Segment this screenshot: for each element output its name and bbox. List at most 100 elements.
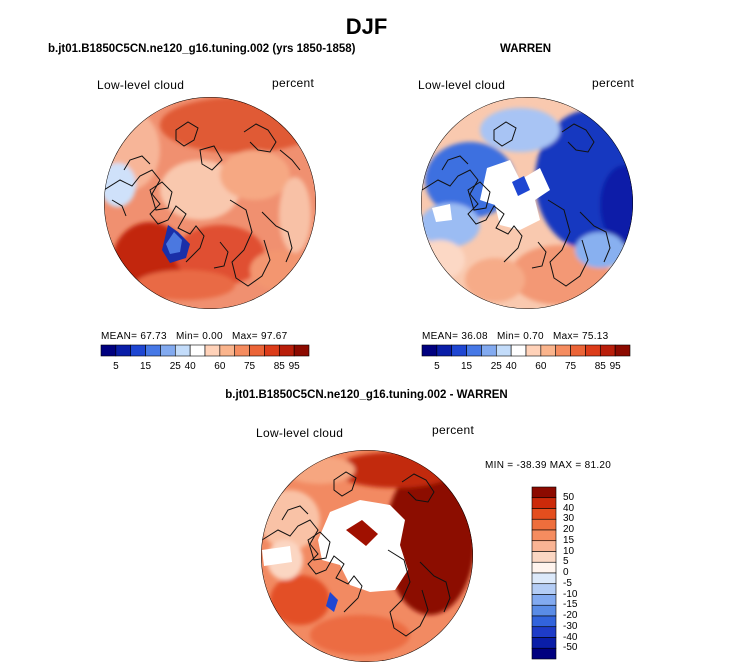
right-min-value: 0.70 — [523, 331, 544, 342]
right-stats: MEAN= 36.08 Min= 0.70 Max= 75.13 — [422, 331, 609, 342]
colorbar-swatch — [174, 344, 191, 357]
colorbar-swatch — [160, 344, 176, 357]
colorbar-tick-label: 25 — [169, 361, 181, 372]
colorbar-tick-label: 5 — [563, 556, 569, 568]
left-max-value: 97.67 — [261, 331, 288, 342]
colorbar-swatch — [614, 344, 631, 357]
right-map-missing-data — [480, 160, 550, 230]
colorbar-tick-label: 60 — [535, 361, 547, 372]
right-max-label: Max= — [552, 331, 579, 342]
colorbar-tick-label: -10 — [563, 588, 578, 600]
colorbar-tick-label: -30 — [563, 620, 578, 632]
colorbar-tick-label: 5 — [434, 361, 440, 372]
colorbar-swatch — [531, 647, 557, 660]
colorbar-swatch — [540, 344, 557, 357]
figure-title: DJF — [345, 14, 388, 39]
colorbar-tick-label: 40 — [184, 361, 196, 372]
colorbar-tick-label: 85 — [594, 361, 606, 372]
colorbar-tick-label: 20 — [563, 524, 575, 535]
colorbar-swatch — [531, 518, 557, 531]
right-min-label: Min= — [496, 331, 521, 342]
right-map-coastlines — [421, 121, 611, 287]
colorbar-swatch — [145, 344, 161, 357]
colorbar-swatch — [531, 626, 557, 638]
right-variable-label: Low-level cloud — [418, 78, 506, 92]
right-mean-value: 36.08 — [461, 331, 488, 342]
colorbar-swatch — [421, 344, 438, 357]
colorbar-tick-label: -50 — [563, 642, 578, 654]
left-mean-label: MEAN= — [101, 331, 138, 342]
colorbar-tick-label: 15 — [461, 361, 473, 372]
bottom-colorbar — [531, 486, 557, 660]
colorbar-swatch — [531, 497, 557, 509]
colorbar-swatch — [599, 344, 616, 357]
colorbar-swatch — [130, 344, 146, 357]
colorbar-swatch — [249, 344, 265, 357]
left-min-value: 0.00 — [202, 331, 223, 342]
colorbar-swatch — [264, 344, 280, 357]
colorbar-tick-label: 60 — [214, 361, 226, 372]
colorbar-swatch — [531, 561, 557, 574]
colorbar-swatch — [204, 344, 221, 357]
colorbar-swatch — [510, 344, 527, 357]
bottom-map-missing-data — [318, 500, 408, 592]
colorbar-tick-label: 25 — [490, 361, 502, 372]
colorbar-swatch — [531, 583, 557, 595]
left-mean-value: 67.73 — [140, 331, 167, 342]
colorbar-swatch — [531, 572, 557, 585]
left-min-label: Min= — [175, 331, 200, 342]
colorbar-swatch — [570, 344, 586, 357]
left-units-label: percent — [272, 76, 315, 90]
right-units-label: percent — [592, 76, 635, 90]
left-map — [104, 97, 316, 309]
colorbar-swatch — [293, 344, 310, 357]
left-map-coastlines — [104, 121, 301, 287]
colorbar-tick-label: 40 — [505, 361, 517, 372]
left-max-label: Max= — [231, 331, 258, 342]
bottom-map-coastlines — [261, 471, 451, 637]
colorbar-swatch — [531, 508, 557, 520]
colorbar-swatch — [585, 344, 601, 357]
colorbar-swatch — [451, 344, 467, 357]
colorbar-swatch — [466, 344, 482, 357]
colorbar-swatch — [234, 344, 250, 357]
bottom-variable-label: Low-level cloud — [256, 426, 344, 440]
bottom-units-label: percent — [432, 423, 475, 437]
bottom-stats: MIN = -38.39 MAX = 81.20 — [485, 460, 612, 471]
colorbar-swatch — [481, 344, 497, 357]
colorbar-swatch — [495, 344, 512, 357]
colorbar-swatch — [278, 344, 295, 357]
bottom-map — [261, 450, 473, 662]
colorbar-swatch — [531, 615, 557, 628]
colorbar-tick-label: -5 — [563, 577, 572, 589]
colorbar-swatch — [219, 344, 236, 357]
colorbar-tick-label: 0 — [563, 567, 569, 578]
left-stats: MEAN= 67.73 Min= 0.00 Max= 97.67 — [101, 331, 288, 342]
right-max-value: 75.13 — [582, 331, 609, 342]
colorbar-swatch — [436, 344, 453, 357]
colorbar-tick-label: 75 — [565, 361, 577, 372]
colorbar-tick-label: 95 — [288, 361, 300, 372]
colorbar-swatch — [531, 637, 557, 649]
colorbar-swatch — [531, 594, 557, 606]
colorbar-tick-label: 10 — [563, 545, 575, 557]
colorbar-tick-label: 40 — [563, 502, 575, 514]
colorbar-swatch — [100, 344, 117, 357]
colorbar-swatch — [189, 344, 206, 357]
left-panel-title: b.jt01.B1850C5CN.ne120_g16.tuning.002 (y… — [48, 43, 356, 55]
colorbar-swatch — [531, 540, 557, 552]
colorbar-tick-label: -40 — [563, 631, 578, 643]
colorbar-tick-label: 5 — [113, 361, 119, 372]
bottom-map-negative-region — [326, 592, 338, 612]
colorbar-swatch — [115, 344, 132, 357]
colorbar-swatch — [525, 344, 542, 357]
colorbar-swatch — [531, 604, 557, 617]
right-colorbar — [421, 344, 631, 357]
bottom-panel-title: b.jt01.B1850C5CN.ne120_g16.tuning.002 - … — [225, 389, 508, 401]
right-panel-title: WARREN — [500, 43, 552, 55]
colorbar-swatch — [531, 551, 557, 563]
colorbar-swatch — [555, 344, 571, 357]
colorbar-tick-label: 75 — [244, 361, 256, 372]
colorbar-tick-label: 30 — [563, 513, 575, 525]
